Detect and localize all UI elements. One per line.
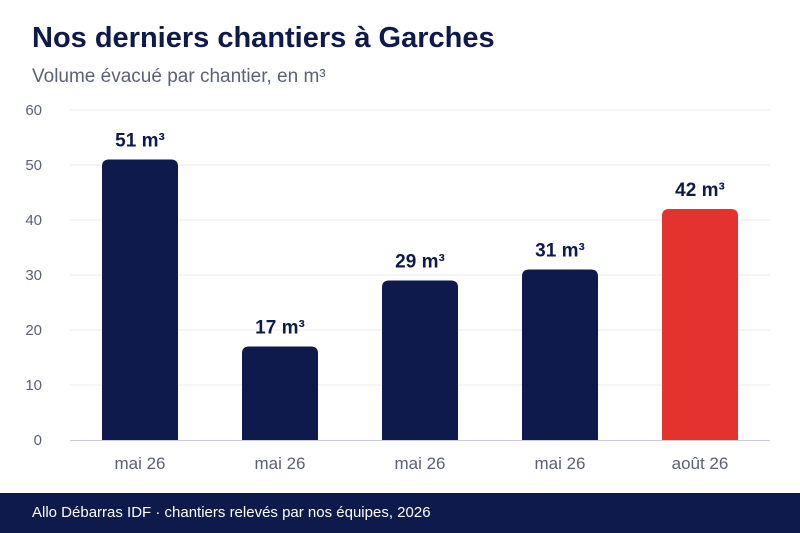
- y-axis-ticks: 0 10 20 30 40 50 60: [25, 102, 42, 449]
- x-tick-label: août 26: [672, 454, 729, 473]
- bar-value-label: 29 m³: [395, 252, 445, 273]
- bar-3: [382, 280, 458, 440]
- y-tick-label: 60: [25, 102, 42, 119]
- bar-value-label: 42 m³: [675, 180, 725, 201]
- y-tick-label: 10: [25, 377, 42, 394]
- bar-value-labels: 51 m³ 17 m³ 29 m³ 31 m³ 42 m³: [115, 131, 725, 339]
- chart-subtitle: Volume évacué par chantier, en m³: [32, 66, 326, 87]
- x-tick-label: mai 26: [254, 454, 305, 473]
- bar-value-label: 51 m³: [115, 131, 165, 152]
- bars: [102, 159, 738, 440]
- footer-bar: Allo Débarras IDF · chantiers relevés pa…: [0, 493, 800, 533]
- bar-4: [522, 269, 598, 440]
- bar-value-label: 31 m³: [535, 241, 585, 262]
- bar-1: [102, 159, 178, 440]
- y-tick-label: 30: [25, 267, 42, 284]
- y-tick-label: 50: [25, 157, 42, 174]
- chart-title: Nos derniers chantiers à Garches: [32, 22, 495, 54]
- x-tick-label: mai 26: [114, 454, 165, 473]
- y-tick-label: 0: [34, 432, 42, 449]
- bar-2: [242, 346, 318, 440]
- bar-5: [662, 209, 738, 440]
- x-axis-ticks: mai 26 mai 26 mai 26 mai 26 août 26: [114, 454, 728, 473]
- x-tick-label: mai 26: [534, 454, 585, 473]
- y-tick-label: 40: [25, 212, 42, 229]
- y-tick-label: 20: [25, 322, 42, 339]
- footer-source-text: Allo Débarras IDF · chantiers relevés pa…: [32, 504, 431, 521]
- x-tick-label: mai 26: [394, 454, 445, 473]
- bar-value-label: 17 m³: [255, 318, 305, 339]
